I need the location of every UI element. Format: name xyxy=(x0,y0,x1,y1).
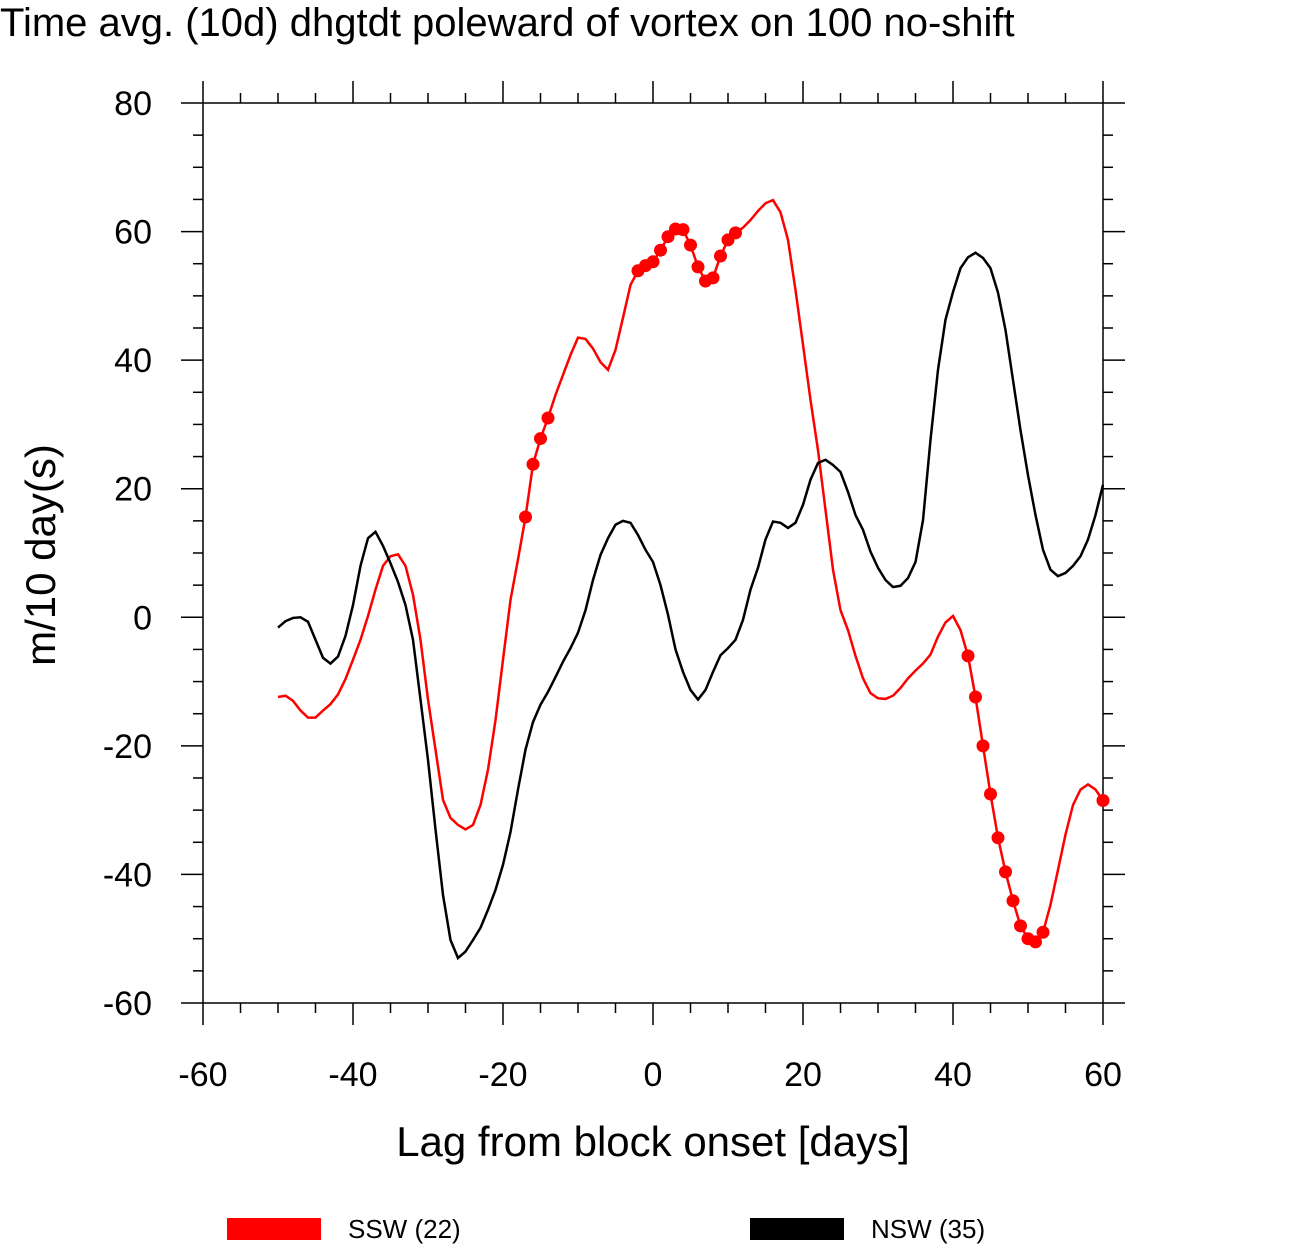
x-tick-label: 0 xyxy=(644,1056,663,1094)
series-marker xyxy=(984,787,997,801)
series-marker xyxy=(654,243,667,257)
series-marker xyxy=(976,739,990,753)
x-tick-label: -60 xyxy=(178,1056,227,1094)
chart-title: Time avg. (10d) dhgtdt poleward of vorte… xyxy=(0,1,1015,45)
plot-frame xyxy=(202,102,1104,1004)
series-marker xyxy=(969,690,982,704)
y-tick-label: 0 xyxy=(133,599,152,637)
y-tick-label: 60 xyxy=(114,214,152,252)
y-tick-label: -40 xyxy=(103,856,152,894)
series-marker xyxy=(706,271,720,285)
series-marker xyxy=(684,238,697,252)
series-line xyxy=(277,198,1105,944)
legend-label: NSW (35) xyxy=(871,1214,985,1244)
legend-swatch xyxy=(227,1218,321,1240)
series-marker xyxy=(519,510,532,524)
series-marker xyxy=(541,411,555,425)
y-tick-label: 40 xyxy=(114,342,152,380)
x-tick-label: -20 xyxy=(478,1056,527,1094)
series-marker xyxy=(676,223,690,237)
x-tick-label: -40 xyxy=(328,1056,377,1094)
series-marker xyxy=(729,226,742,240)
series-marker xyxy=(534,432,547,446)
x-tick-label: 60 xyxy=(1084,1056,1122,1094)
series-marker xyxy=(691,260,705,274)
series-line xyxy=(277,251,1105,961)
legend-swatch xyxy=(750,1218,844,1240)
series-marker xyxy=(961,649,975,663)
y-tick-label: 20 xyxy=(114,471,152,509)
legend-label: SSW (22) xyxy=(348,1214,461,1244)
series-marker xyxy=(1096,794,1110,807)
x-axis-label: Lag from block onset [days] xyxy=(396,1118,910,1165)
x-tick-label: 20 xyxy=(784,1056,822,1094)
series-marker xyxy=(646,255,660,269)
series-marker xyxy=(999,865,1012,879)
y-tick-label: -60 xyxy=(103,985,152,1023)
y-tick-label: -20 xyxy=(103,728,152,766)
series-marker xyxy=(1029,935,1042,949)
series-marker xyxy=(1036,925,1050,939)
series-marker xyxy=(1014,919,1027,933)
series-marker xyxy=(991,831,1005,845)
series-marker xyxy=(1006,894,1020,908)
y-tick-label: 80 xyxy=(114,85,152,123)
series-marker xyxy=(526,457,540,471)
y-axis-label: m/10 day(s) xyxy=(17,444,64,666)
x-tick-label: 40 xyxy=(934,1056,972,1094)
series-marker xyxy=(714,249,727,263)
